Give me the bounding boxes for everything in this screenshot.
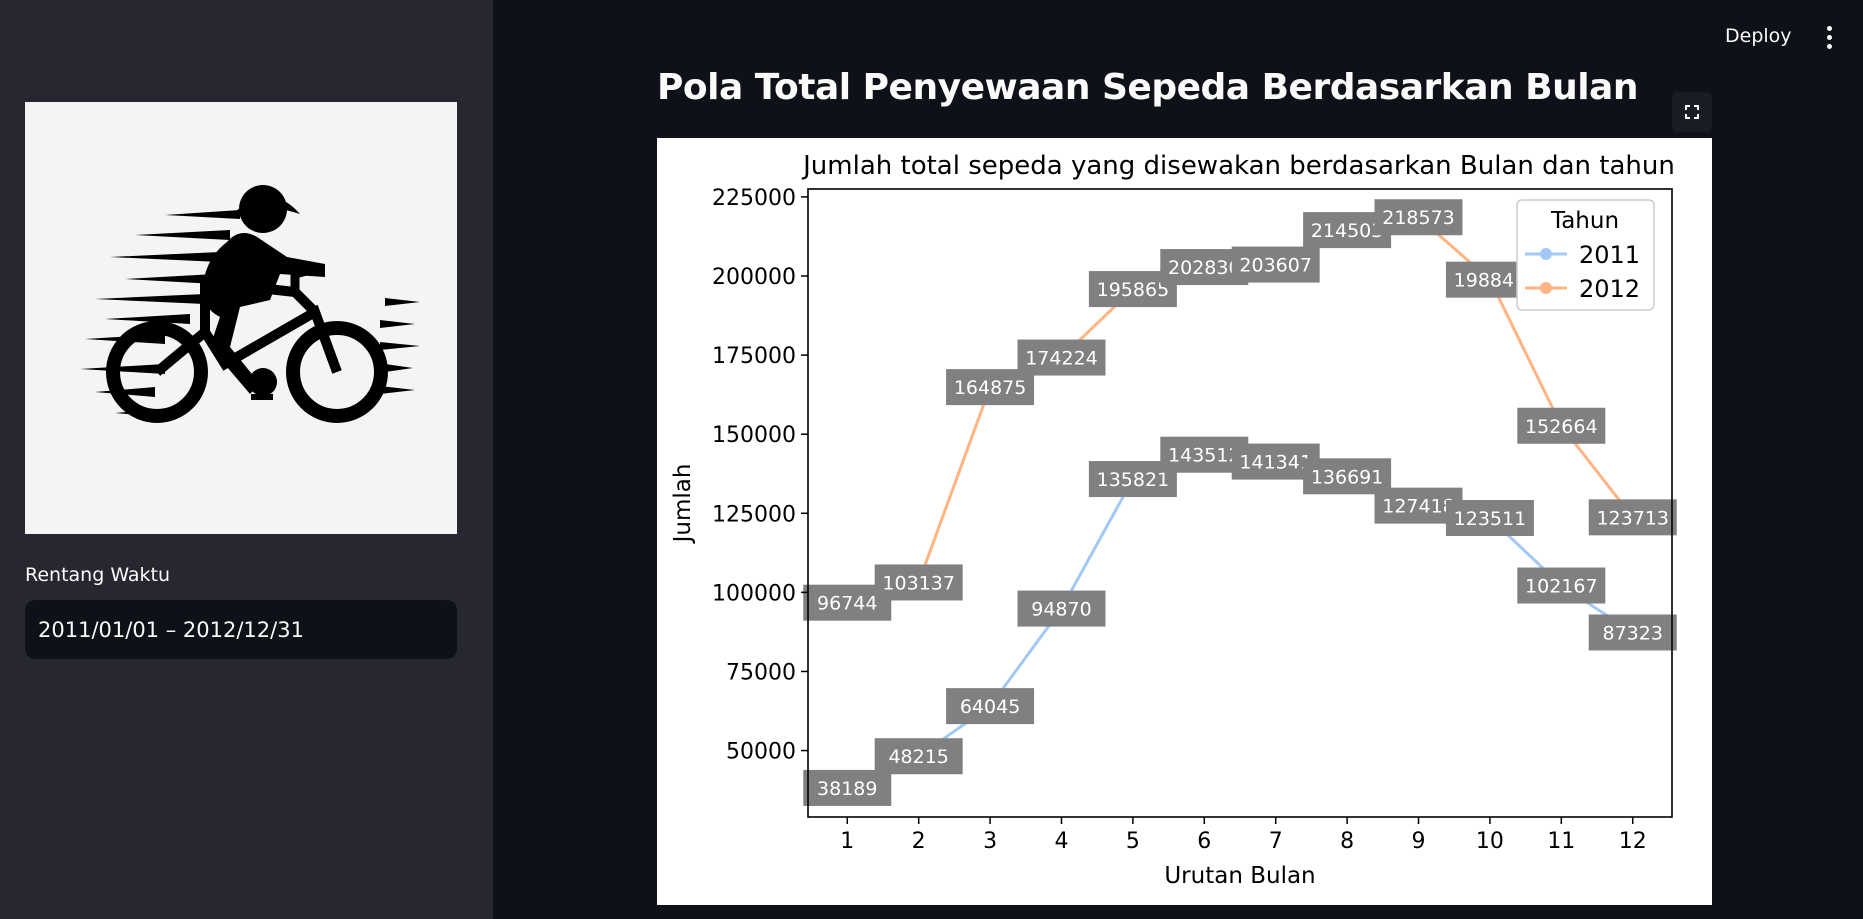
x-tick-label: 6 — [1197, 829, 1211, 854]
svg-text:103137: 103137 — [882, 572, 955, 594]
legend-entry: 2011 — [1525, 241, 1640, 269]
svg-text:203607: 203607 — [1239, 255, 1312, 277]
data-label: 195865 — [1088, 271, 1177, 308]
y-tick-label: 100000 — [712, 581, 796, 606]
svg-text:135821: 135821 — [1097, 469, 1170, 491]
x-tick-label: 2 — [912, 829, 926, 854]
svg-text:87323: 87323 — [1603, 622, 1663, 644]
y-tick-label: 175000 — [712, 344, 796, 369]
data-label: 102167 — [1517, 567, 1606, 604]
data-label: 174224 — [1017, 339, 1106, 376]
svg-text:48215: 48215 — [888, 746, 948, 768]
legend-title: Tahun — [1550, 208, 1619, 234]
data-label: 203607 — [1231, 246, 1320, 283]
cyclist-icon — [80, 185, 420, 423]
chart-legend: Tahun 2011 2012 — [1516, 199, 1655, 311]
svg-text:152664: 152664 — [1525, 416, 1598, 438]
y-axis-label: Jumlah — [670, 464, 696, 545]
svg-text:64045: 64045 — [960, 696, 1020, 718]
y-tick-label: 225000 — [712, 186, 796, 211]
svg-text:102167: 102167 — [1525, 576, 1598, 598]
x-tick-label: 10 — [1476, 829, 1504, 854]
y-tick-label: 150000 — [712, 423, 796, 448]
svg-text:202830: 202830 — [1168, 257, 1241, 279]
svg-text:123713: 123713 — [1596, 507, 1669, 529]
x-axis-label: Urutan Bulan — [1164, 863, 1315, 889]
svg-text:2011: 2011 — [1579, 241, 1640, 269]
x-tick-label: 1 — [840, 829, 854, 854]
svg-text:174224: 174224 — [1025, 348, 1098, 370]
x-tick-label: 8 — [1340, 829, 1354, 854]
x-tick-label: 11 — [1547, 829, 1575, 854]
data-label: 143512 — [1160, 436, 1249, 473]
data-label: 96744 — [803, 584, 892, 621]
data-label: 48215 — [874, 738, 963, 775]
svg-text:214503: 214503 — [1311, 220, 1384, 242]
x-tick-label: 9 — [1412, 829, 1426, 854]
fullscreen-button[interactable] — [1672, 92, 1712, 132]
svg-text:195865: 195865 — [1097, 279, 1170, 301]
data-label: 38189 — [803, 769, 892, 806]
x-tick-label: 7 — [1269, 829, 1283, 854]
svg-text:141341: 141341 — [1239, 452, 1312, 474]
data-label: 64045 — [946, 688, 1035, 725]
x-tick-label: 5 — [1126, 829, 1140, 854]
svg-text:143512: 143512 — [1168, 445, 1241, 467]
vertical-dots-icon[interactable] — [1816, 22, 1842, 52]
legend-entry: 2012 — [1525, 275, 1640, 303]
y-tick-label: 125000 — [712, 502, 796, 527]
cyclist-logo — [25, 102, 457, 534]
data-label: 94870 — [1017, 590, 1106, 627]
y-tick-label: 50000 — [726, 740, 796, 765]
x-tick-label: 4 — [1054, 829, 1068, 854]
svg-text:136691: 136691 — [1311, 466, 1384, 488]
svg-text:96744: 96744 — [817, 593, 877, 615]
deploy-button[interactable]: Deploy — [1725, 25, 1792, 47]
y-tick-label: 200000 — [712, 265, 796, 290]
sidebar: Rentang Waktu 2011/01/01 – 2012/12/31 — [0, 0, 493, 919]
data-label: 164875 — [946, 369, 1035, 406]
x-tick-label: 12 — [1619, 829, 1647, 854]
svg-text:218573: 218573 — [1382, 207, 1455, 229]
x-tick-label: 3 — [983, 829, 997, 854]
chart-container: Jumlah total sepeda yang disewakan berda… — [657, 138, 1712, 905]
data-label: 103137 — [874, 564, 963, 601]
data-label: 218573 — [1374, 199, 1463, 236]
svg-text:198841: 198841 — [1454, 270, 1527, 292]
svg-text:94870: 94870 — [1031, 599, 1091, 621]
data-label: 152664 — [1517, 407, 1606, 444]
date-range-label: Rentang Waktu — [25, 564, 171, 586]
chart-title: Jumlah total sepeda yang disewakan berda… — [801, 151, 1675, 181]
page-title: Pola Total Penyewaan Sepeda Berdasarkan … — [657, 67, 1638, 108]
data-label: 123511 — [1445, 499, 1534, 536]
svg-text:38189: 38189 — [817, 778, 877, 800]
expand-icon — [1685, 105, 1699, 119]
data-label: 87323 — [1588, 614, 1677, 651]
svg-text:127418: 127418 — [1382, 496, 1455, 518]
date-range-value: 2011/01/01 – 2012/12/31 — [38, 617, 304, 642]
plot-frame — [807, 188, 1673, 818]
y-tick-label: 75000 — [726, 660, 796, 685]
data-label: 123713 — [1588, 499, 1677, 536]
svg-text:123511: 123511 — [1454, 508, 1527, 530]
svg-text:164875: 164875 — [954, 377, 1027, 399]
svg-text:2012: 2012 — [1579, 275, 1640, 303]
line-chart: Jumlah total sepeda yang disewakan berda… — [670, 151, 1677, 889]
date-range-input[interactable]: 2011/01/01 – 2012/12/31 — [25, 600, 457, 659]
